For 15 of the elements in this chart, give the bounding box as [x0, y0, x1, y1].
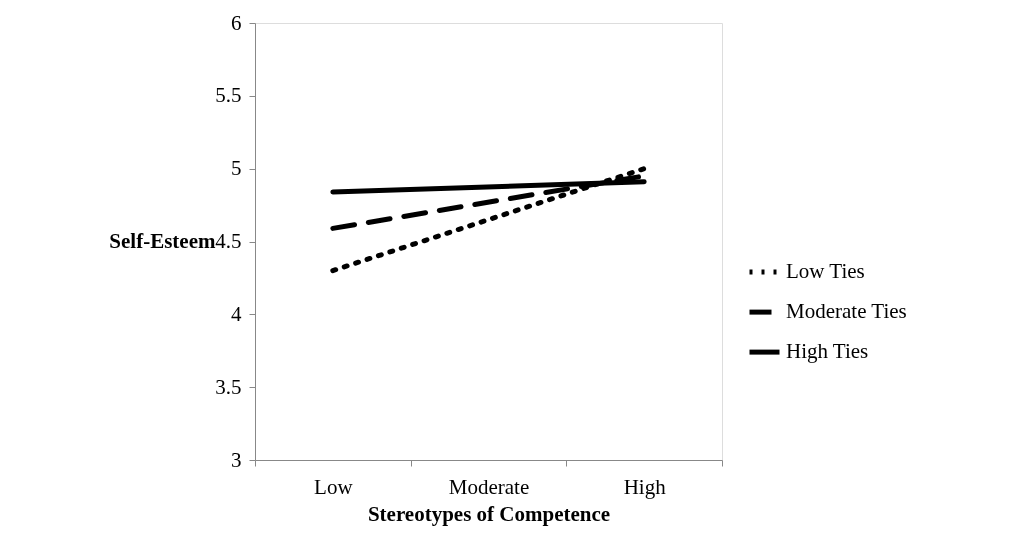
legend-label: Moderate Ties — [786, 299, 907, 324]
x-tick-label: High — [623, 474, 667, 499]
y-tick-label: 4.5 — [215, 229, 242, 253]
x-tick-label: Moderate — [448, 474, 530, 499]
y-tick-label: 3 — [231, 447, 242, 472]
y-tick-label: 6 — [231, 10, 242, 35]
y-tick-label: 5 — [231, 156, 242, 181]
y-tick-label: 3.5 — [215, 374, 242, 399]
legend-label: High Ties — [786, 339, 869, 364]
legend-label: Low Ties — [786, 259, 865, 284]
x-axis-title: Stereotypes of Competence — [367, 501, 611, 526]
y-tick-label: 5.5 — [215, 83, 242, 108]
x-tick-label: Low — [314, 474, 354, 499]
y-tick-label: 4 — [231, 301, 242, 326]
y-axis-title: Self-Esteem — [109, 229, 216, 253]
